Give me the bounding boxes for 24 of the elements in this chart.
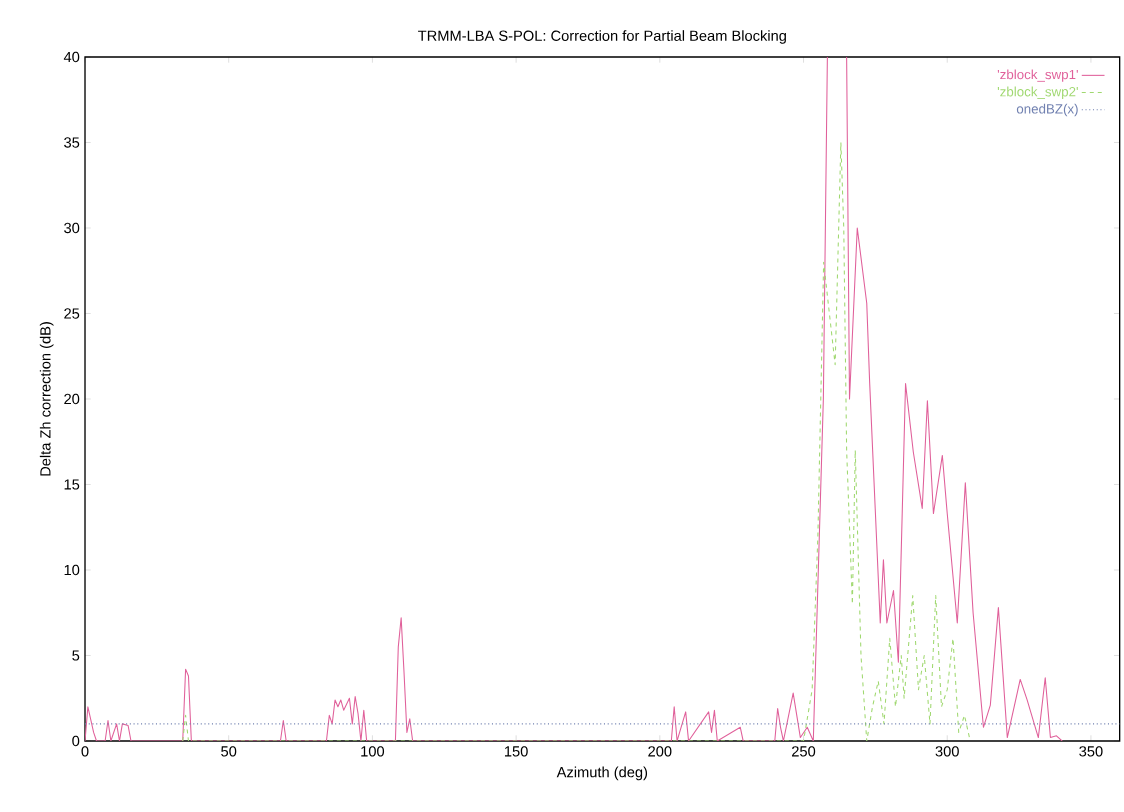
y-tick-label: 40 [63,51,80,63]
y-axis-title: Delta Zh correction (dB) [39,322,54,476]
y-tick-label: 35 [64,137,80,148]
chart-title: TRMM-LBA S-POL: Correction for Partial Beam Blocking [418,30,786,44]
y-tick-label: 0 [72,735,80,747]
legend-label: 'zblock_swp1' [997,69,1078,82]
x-tick-label: 350 [1079,746,1103,757]
y-tick-label: 20 [64,393,80,405]
legend-label: onedBZ(x) [1016,103,1078,117]
y-tick-label: 10 [64,564,80,576]
x-tick-label: 0 [81,746,89,757]
y-tick-label: 30 [64,222,80,234]
x-tick-label: 200 [648,746,672,757]
x-tick-label: 300 [935,746,959,757]
x-tick-label: 150 [504,746,528,757]
x-tick-label: 250 [792,746,816,757]
x-tick-label: 100 [361,746,385,757]
y-tick-label: 5 [72,650,80,661]
y-tick-label: 15 [64,479,80,490]
legend-label: 'zblock_swp2' [997,86,1078,100]
x-axis-title: Azimuth (deg) [556,766,648,781]
line-series [182,141,971,741]
x-tick-label: 50 [221,746,237,757]
y-tick-label: 25 [64,308,80,319]
